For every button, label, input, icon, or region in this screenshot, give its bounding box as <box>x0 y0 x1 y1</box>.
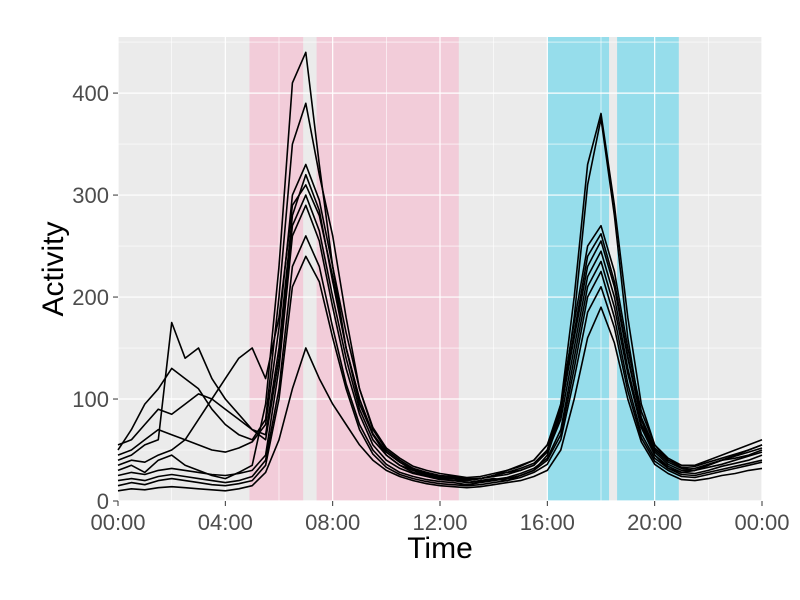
series-line-10 <box>117 173 763 481</box>
series-line-5 <box>117 204 763 484</box>
x-tick-label: 08:00 <box>305 510 360 535</box>
axes: 00:00 04:00 08:00 12:00 16:00 20:00 00:0001002… <box>72 81 789 535</box>
series-line-3 <box>117 194 763 482</box>
series-lines <box>117 51 763 492</box>
shaded-region-2 <box>316 37 459 501</box>
series-line-8 <box>117 306 763 492</box>
y-tick-label: 100 <box>72 387 109 412</box>
x-tick-label: 12:00 <box>412 510 467 535</box>
y-tick-label: 300 <box>72 183 109 208</box>
series-line-4 <box>117 184 763 482</box>
x-tick-label: 00:00 <box>90 510 145 535</box>
y-axis-title: Activity <box>37 221 70 316</box>
x-axis-title: Time <box>407 532 473 565</box>
series-line-9 <box>117 163 763 479</box>
x-tick-label: 20:00 <box>627 510 682 535</box>
series-line-7 <box>117 255 763 487</box>
x-tick-label: 04:00 <box>198 510 253 535</box>
y-tick-label: 400 <box>72 81 109 106</box>
y-tick-label: 0 <box>97 489 109 514</box>
series-line-6 <box>117 235 763 486</box>
y-tick-label: 200 <box>72 285 109 310</box>
shaded-region-1 <box>249 37 304 501</box>
x-tick-label: 00:00 <box>734 510 789 535</box>
x-tick-label: 16:00 <box>520 510 575 535</box>
